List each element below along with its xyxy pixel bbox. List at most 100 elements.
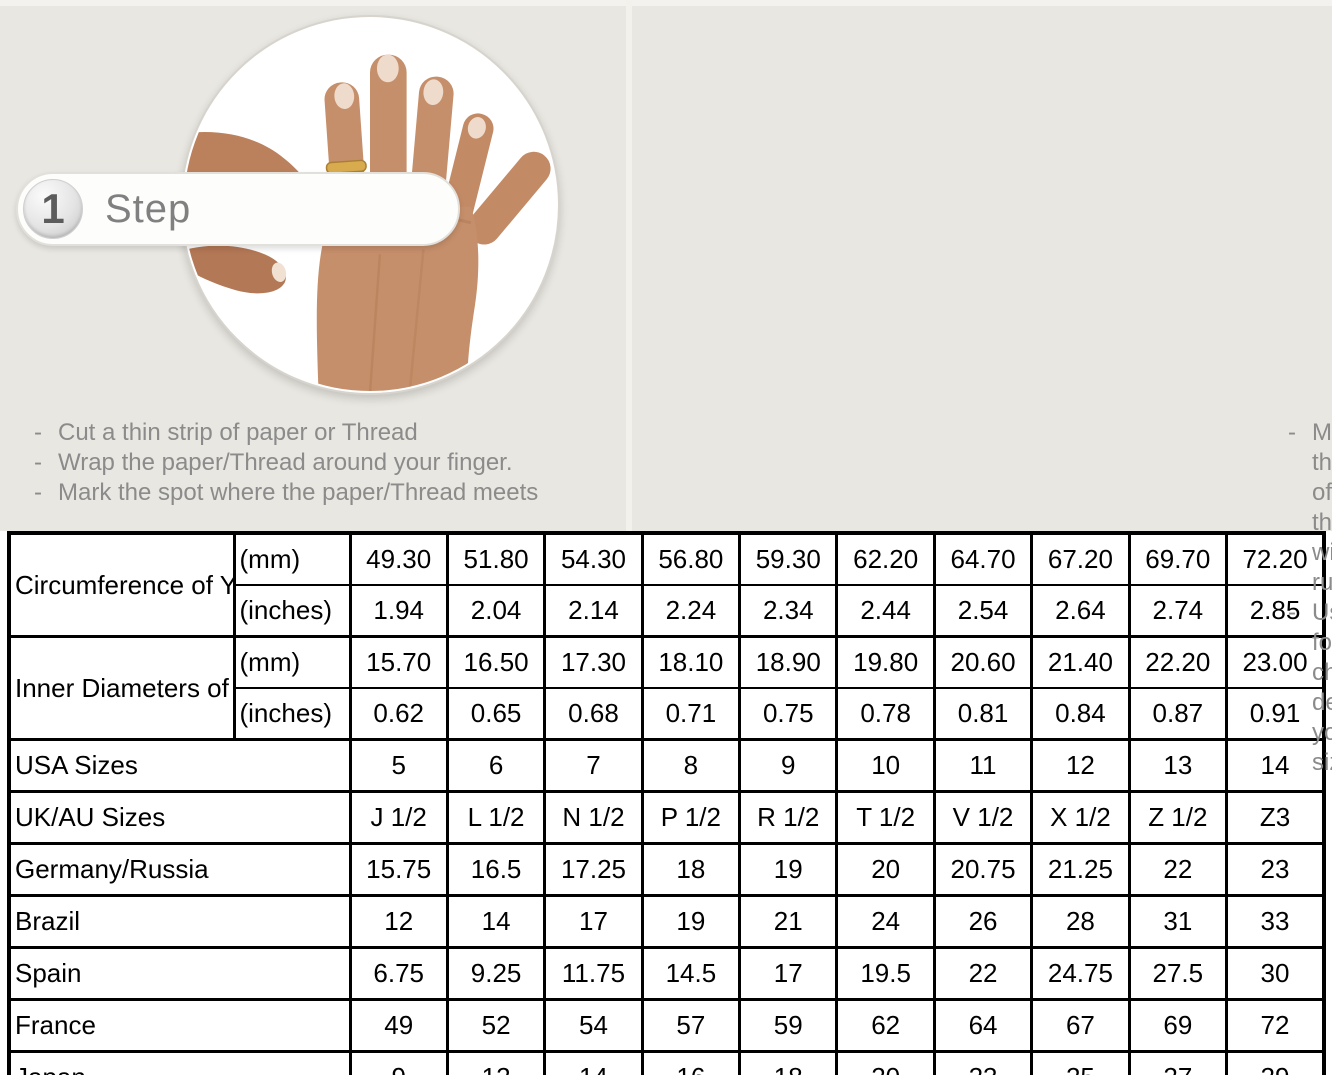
size-value-cell: 14 xyxy=(445,894,547,949)
size-value-cell: 15.75 xyxy=(348,842,449,897)
unit-label: (inches) xyxy=(232,687,352,741)
size-value-cell: L 1/2 xyxy=(445,790,547,845)
instruction-item: - Wrap the paper/Thread around your finge… xyxy=(34,448,538,478)
instruction-text: Use the following chart to determine you… xyxy=(1312,599,1332,776)
size-value-cell: 0.65 xyxy=(445,687,547,741)
size-value-cell: 59.30 xyxy=(738,531,839,586)
size-value-cell: 9.25 xyxy=(445,946,547,1001)
size-value-cell: J 1/2 xyxy=(348,790,449,845)
table-row: Circumference of Your Finger(mm)49.3051.… xyxy=(7,531,1326,638)
size-value-cell: 17.30 xyxy=(543,635,644,689)
size-value-cell: 27.5 xyxy=(1127,946,1229,1001)
size-value-cell: 0.68 xyxy=(543,687,644,741)
table-row: Spain 6.75 9.25 11.75 14.5 17 19.5 22 24.75 27.5 3… xyxy=(7,946,1326,1001)
size-value-cell: 21.25 xyxy=(1030,842,1131,897)
instruction-text: Mark the spot where the paper/Thread mee… xyxy=(58,479,539,506)
size-value-cell: 2.74 xyxy=(1127,584,1229,638)
size-value-cell: 16.5 xyxy=(445,842,547,897)
size-value-cell: 33 xyxy=(1225,894,1326,949)
region-label: UK/AU Sizes xyxy=(7,790,352,845)
table-row: Inner Diameters of Rings(mm)15.7016.5017… xyxy=(7,635,1326,741)
bullet-dash: - xyxy=(1288,599,1296,626)
size-value-cell: 62 xyxy=(835,998,936,1053)
size-value-cell: 12 xyxy=(348,894,449,949)
size-value-cell: 22 xyxy=(1127,842,1229,897)
row-group-label: Inner Diameters of Rings xyxy=(7,635,236,741)
size-value-cell: 27 xyxy=(1127,1050,1229,1075)
size-value-cell: 2.64 xyxy=(1030,584,1131,638)
row-group-label: Circumference of Your Finger xyxy=(7,531,236,638)
size-value-cell: 16.50 xyxy=(445,635,547,689)
step2-instructions: -Measure the length of the thread with y… xyxy=(1288,418,1332,778)
size-value-cell: 19 xyxy=(738,842,839,897)
size-value-cell: 21 xyxy=(738,894,839,949)
size-value-cell: 24 xyxy=(835,894,936,949)
region-label: Germany/Russia xyxy=(7,842,352,897)
size-value-cell: N 1/2 xyxy=(543,790,644,845)
size-value-cell: 14 xyxy=(543,1050,644,1075)
size-value-cell: 2.14 xyxy=(543,584,644,638)
bullet-dash: - xyxy=(34,449,42,476)
table-row: UK/AU Sizes J 1/2 L 1/2 N 1/2 P 1/2 R 1/2 T 1/… xyxy=(7,790,1326,845)
size-value-cell: 59 xyxy=(738,998,839,1053)
size-value-cell: 0.87 xyxy=(1127,687,1229,741)
size-value-cell: 0.62 xyxy=(348,687,449,741)
step1-panel: 1 Step - Cut a thin strip of paper or Thr… xyxy=(0,0,626,531)
size-value-cell: 20 xyxy=(835,1050,936,1075)
size-value-cell: 64 xyxy=(932,998,1034,1053)
size-value-cell: 28 xyxy=(1030,894,1131,949)
size-value-cell: 10 xyxy=(835,738,936,793)
size-value-cell: 8 xyxy=(640,738,742,793)
table-row: USA Sizes 5 6 7 8 9 10 11 12 13 14 xyxy=(7,738,1326,793)
size-value-cell: 22.20 xyxy=(1127,635,1229,689)
region-label: Brazil xyxy=(7,894,352,949)
step1-label: Step xyxy=(105,186,192,231)
region-label: Spain xyxy=(7,946,352,1001)
size-value-cell: 7 xyxy=(543,738,644,793)
size-value-cell: 18.90 xyxy=(738,635,839,689)
instruction-item: - Cut a thin strip of paper or Thread xyxy=(34,418,538,448)
size-value-cell: 31 xyxy=(1127,894,1229,949)
size-value-cell: 0.75 xyxy=(738,687,839,741)
table-row: Brazil 12 14 17 19 21 24 26 28 31 33 xyxy=(7,894,1326,949)
size-value-cell: 49 xyxy=(348,998,449,1053)
size-value-cell: 2.85 xyxy=(1225,584,1326,638)
size-value-cell: V 1/2 xyxy=(932,790,1034,845)
size-value-cell: 20 xyxy=(835,842,936,897)
instruction-item: -Measure the length of the thread with y… xyxy=(1288,418,1332,598)
size-value-cell: 29 xyxy=(1225,1050,1326,1075)
size-value-cell: 72 xyxy=(1225,998,1326,1053)
size-value-cell: 0.78 xyxy=(835,687,936,741)
size-value-cell: 14 xyxy=(1225,738,1326,793)
instruction-item: - Mark the spot where the paper/Thread me… xyxy=(34,478,538,508)
step1-number: 1 xyxy=(23,179,83,239)
size-value-cell: X 1/2 xyxy=(1030,790,1131,845)
table-row: France 49 52 54 57 59 62 64 67 69 72 xyxy=(7,998,1326,1053)
size-value-cell: 12 xyxy=(445,1050,547,1075)
size-value-cell: 51.80 xyxy=(445,531,547,586)
table-row: (inches) 0.62 0.65 0.68 0.71 0.75 0.78 0.81 0.84… xyxy=(9,687,1326,741)
size-value-cell: 9 xyxy=(738,738,839,793)
size-value-cell: 69.70 xyxy=(1127,531,1229,586)
size-value-cell: 24.75 xyxy=(1030,946,1131,1001)
size-value-cell: 11 xyxy=(932,738,1034,793)
size-value-cell: 64.70 xyxy=(932,531,1034,586)
size-value-cell: 0.81 xyxy=(932,687,1034,741)
size-value-cell: 18 xyxy=(640,842,742,897)
bullet-dash: - xyxy=(1288,419,1296,446)
size-value-cell: 49.30 xyxy=(348,531,449,586)
size-value-cell: Z3 xyxy=(1225,790,1326,845)
size-value-cell: 19.80 xyxy=(835,635,936,689)
size-value-cell: R 1/2 xyxy=(738,790,839,845)
size-value-cell: 14.5 xyxy=(640,946,742,1001)
unit-label: (mm) xyxy=(232,635,352,689)
instruction-text: Measure the length of the thread with yo… xyxy=(1312,419,1332,596)
size-value-cell: 17 xyxy=(738,946,839,1001)
size-value-cell: 2.44 xyxy=(835,584,936,638)
size-value-cell: 62.20 xyxy=(835,531,936,586)
instruction-text: Wrap the paper/Thread around your finger… xyxy=(58,449,513,476)
unit-label: (mm) xyxy=(232,531,352,586)
size-value-cell: 6 xyxy=(445,738,547,793)
size-value-cell: 13 xyxy=(1127,738,1229,793)
